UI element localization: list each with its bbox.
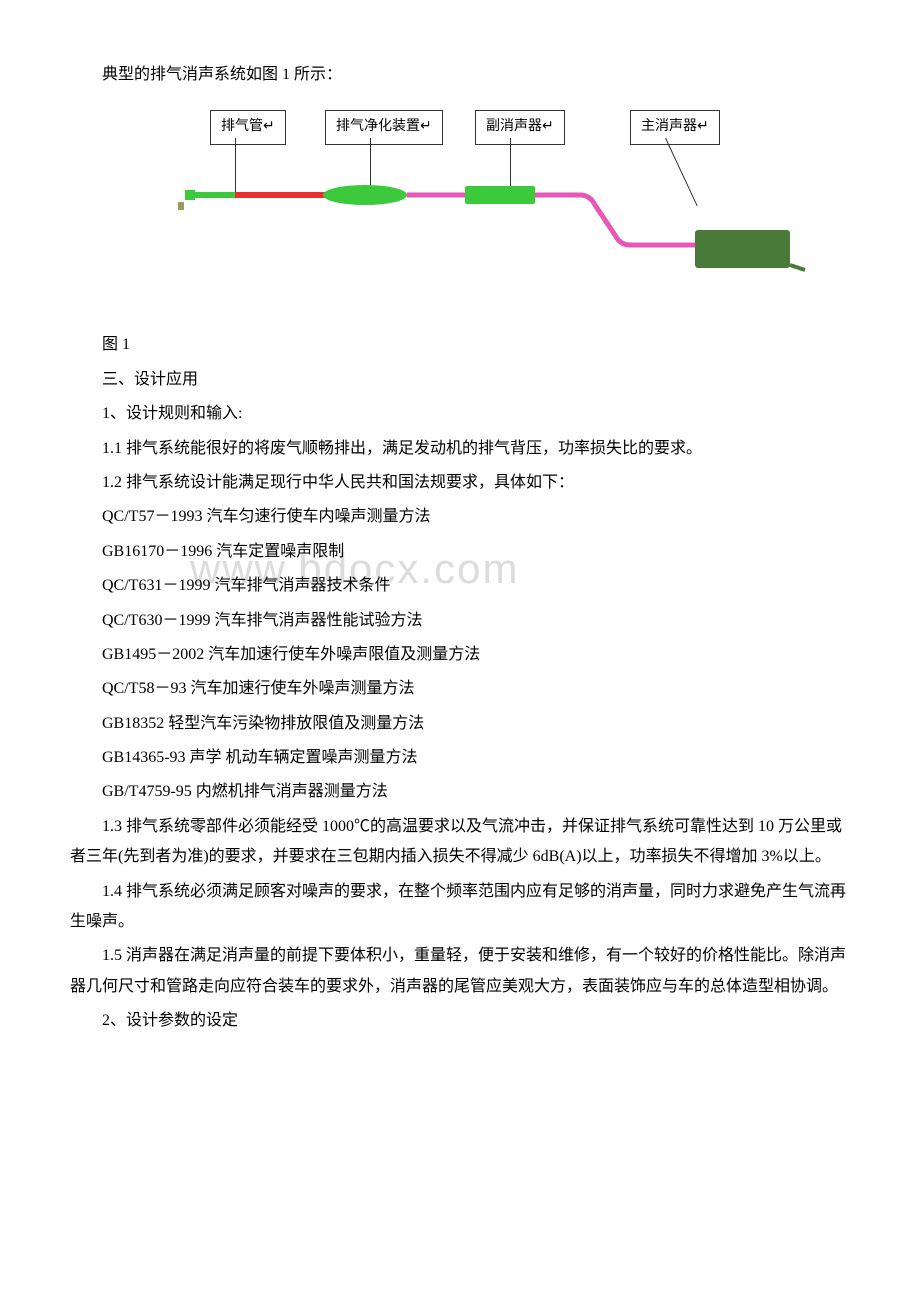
para-1-4: 1.4 排气系统必须满足顾客对噪声的要求，在整个频率范围内应有足够的消声量，同时… [70,877,850,938]
section-1-heading: 1、设计规则和输入: [70,399,850,429]
label-purifier: 排气净化装置↵ [325,110,443,145]
standard-4: QC/T630－1999 汽车排气消声器性能试验方法 [70,606,850,636]
return-symbol: ↵ [542,119,554,134]
label-text-4: 主消声器 [641,119,697,134]
intro-text: 典型的排气消声系统如图 1 所示： [70,60,850,90]
standard-7: GB18352 轻型汽车污染物排放限值及测量方法 [70,709,850,739]
return-symbol: ↵ [263,119,275,134]
para-1-1: 1.1 排气系统能很好的将废气顺畅排出，满足发动机的排气背压，功率损失比的要求。 [70,434,850,464]
label-sub-muffler: 副消声器↵ [475,110,565,145]
para-1-3: 1.3 排气系统零部件必须能经受 1000℃的高温要求以及气流冲击，并保证排气系… [70,812,850,873]
section-2-heading: 2、设计参数的设定 [70,1006,850,1036]
standard-1: QC/T57－1993 汽车匀速行使车内噪声测量方法 [70,502,850,532]
label-main-muffler: 主消声器↵ [630,110,720,145]
label-text-3: 副消声器 [486,119,542,134]
exhaust-pipe-svg [70,180,850,310]
standard-3: QC/T631－1999 汽车排气消声器技术条件 [70,571,850,601]
standard-2: GB16170－1996 汽车定置噪声限制 [70,537,850,567]
para-1-2: 1.2 排气系统设计能满足现行中华人民共和国法规要求，具体如下： [70,468,850,498]
standard-8: GB14365-93 声学 机动车辆定置噪声测量方法 [70,743,850,773]
section-3-heading: 三、设计应用 [70,365,850,395]
para-1-5: 1.5 消声器在满足消声量的前提下要体积小，重量轻，便于安装和维修，有一个较好的… [70,941,850,1002]
standard-5: GB1495－2002 汽车加速行使车外噪声限值及测量方法 [70,640,850,670]
exhaust-diagram: 排气管↵ 排气净化装置↵ 副消声器↵ 主消声器↵ [70,110,850,310]
standard-6: QC/T58－93 汽车加速行使车外噪声测量方法 [70,674,850,704]
label-text-1: 排气管 [221,119,263,134]
figure-caption: 图 1 [70,330,850,360]
return-symbol: ↵ [697,119,709,134]
standard-9: GB/T4759-95 内燃机排气消声器测量方法 [70,777,850,807]
return-symbol: ↵ [420,119,432,134]
label-exhaust-pipe: 排气管↵ [210,110,286,145]
label-text-2: 排气净化装置 [336,119,420,134]
